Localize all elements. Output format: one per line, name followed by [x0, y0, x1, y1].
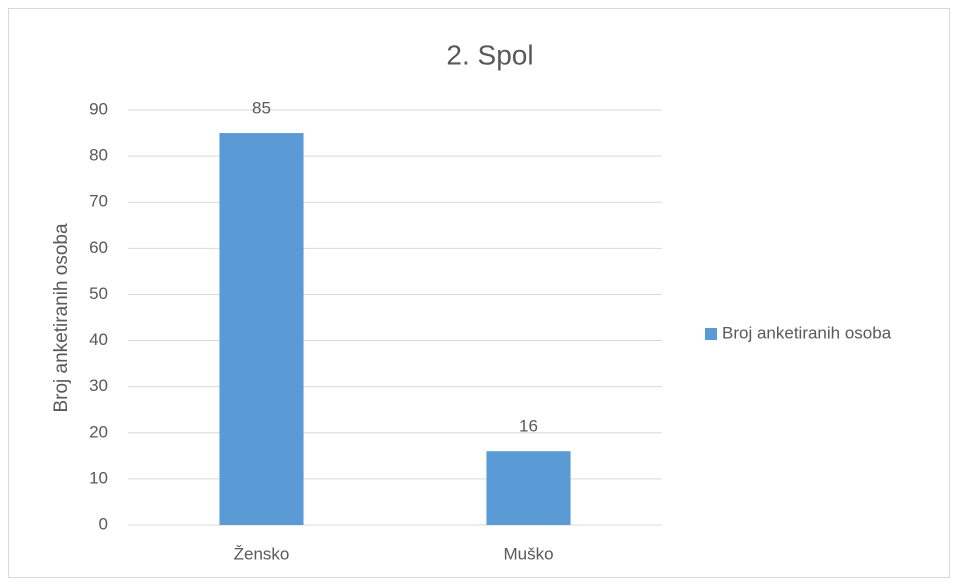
- y-tick-label: 80: [89, 146, 108, 165]
- y-tick-label: 60: [89, 238, 108, 257]
- bar: [486, 451, 571, 525]
- y-tick-label: 40: [89, 330, 108, 349]
- legend-swatch: [705, 328, 717, 340]
- x-tick-label: Muško: [503, 544, 553, 563]
- x-tick-label: Žensko: [234, 544, 290, 563]
- data-label: 16: [519, 417, 538, 436]
- bar: [219, 133, 304, 526]
- y-axis-label: Broj anketiranih osoba: [51, 223, 72, 412]
- data-label: 85: [252, 99, 271, 118]
- chart-border: [8, 8, 950, 578]
- y-tick-label: 20: [89, 422, 108, 441]
- y-tick-label: 90: [89, 99, 108, 118]
- y-tick-label: 70: [89, 192, 108, 211]
- chart-title: 2. Spol: [446, 39, 533, 70]
- y-tick-label: 10: [89, 468, 108, 487]
- y-tick-label: 0: [99, 514, 108, 533]
- legend-label: Broj anketiranih osoba: [722, 323, 892, 342]
- y-tick-label: 50: [89, 284, 108, 303]
- y-tick-label: 30: [89, 376, 108, 395]
